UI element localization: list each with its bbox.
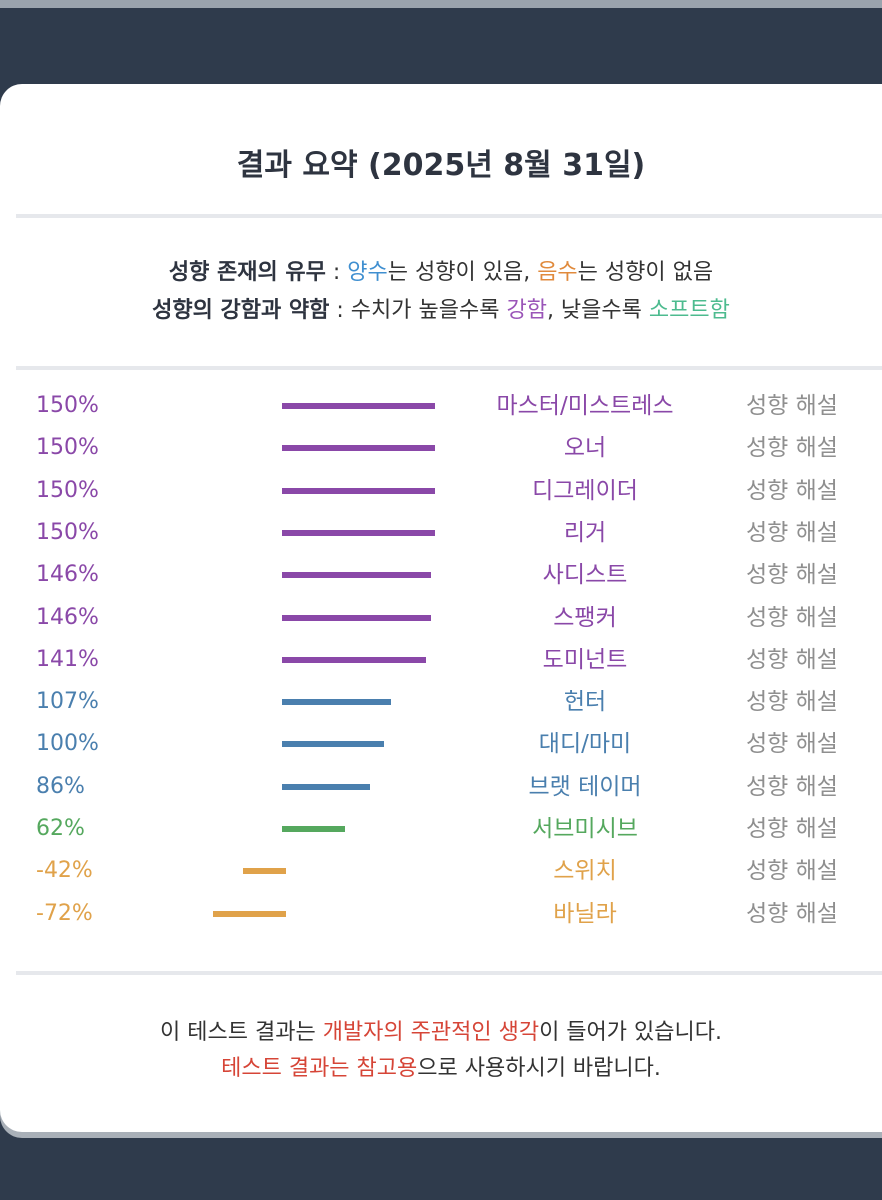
tendency-explanation-link[interactable]: 성향 해설 xyxy=(746,393,838,419)
chart-row: 62% 서브미시브 성향 해설 xyxy=(0,808,882,850)
percent-label: 150% xyxy=(36,435,99,461)
chart-row: 150% 오너 성향 해설 xyxy=(0,427,882,469)
notice-text: 이 들어가 있습니다. xyxy=(539,1020,722,1045)
percent-label: 86% xyxy=(36,773,85,799)
legend-existence-label: 성향 존재의 유무 xyxy=(168,260,326,285)
category-label: 오너 xyxy=(563,435,607,462)
value-bar xyxy=(282,445,435,452)
legend-positive-text: 는 성향이 있음, xyxy=(387,260,538,285)
tendency-explanation-link[interactable]: 성향 해설 xyxy=(746,435,838,462)
chart-row: 100% 대디/마미 성향 해설 xyxy=(0,723,882,765)
notice-line-1: 이 테스트 결과는 개발자의 주관적인 생각이 들어가 있습니다. xyxy=(0,1014,882,1046)
chart-row: -42% 스위치 성향 해설 xyxy=(0,850,882,892)
divider-middle xyxy=(16,366,882,370)
tendency-explanation-link[interactable]: 성향 해설 xyxy=(746,477,838,504)
value-bar xyxy=(212,910,286,917)
percent-label: 146% xyxy=(36,562,99,588)
percent-label: 100% xyxy=(36,731,99,757)
category-label: 헌터 xyxy=(563,689,607,716)
tendency-explanation-link[interactable]: 성향 해설 xyxy=(746,519,838,546)
tendency-explanation-link[interactable]: 성향 해설 xyxy=(746,604,838,631)
chart-row: 150% 리거 성향 해설 xyxy=(0,512,882,554)
category-label: 브랫 테이머 xyxy=(528,773,642,800)
legend-line-1: 성향 존재의 유무 : 양수는 성향이 있음, 음수는 성향이 없음 xyxy=(0,254,882,286)
category-label: 바닐라 xyxy=(553,900,617,927)
legend-sep: : xyxy=(325,260,348,285)
percent-label: 141% xyxy=(36,646,99,672)
percent-label: 150% xyxy=(36,519,99,545)
notice-text: 이 테스트 결과는 xyxy=(160,1020,323,1045)
tendency-explanation-link[interactable]: 성향 해설 xyxy=(746,900,838,927)
percent-label: -42% xyxy=(36,858,93,884)
percent-label: 107% xyxy=(36,689,99,715)
percent-label: -72% xyxy=(36,900,93,926)
notice-line-2: 테스트 결과는 참고용으로 사용하시기 바랍니다. xyxy=(0,1050,882,1082)
divider-bottom xyxy=(16,971,882,975)
chart-row: 146% 사디스트 성향 해설 xyxy=(0,554,882,596)
legend-soft-word: 소프트함 xyxy=(648,298,730,323)
value-bar xyxy=(282,699,392,706)
category-label: 서브미시브 xyxy=(532,816,638,842)
chart-row: 141% 도미넌트 성향 해설 xyxy=(0,639,882,681)
top-status-strip xyxy=(0,0,882,8)
chart-row: 150% 마스터/미스트레스 성향 해설 xyxy=(0,385,882,427)
value-bar xyxy=(282,826,346,832)
legend-line-2: 성향의 강함과 약함 : 수치가 높을수록 강함, 낮을수록 소프트함 xyxy=(0,292,882,324)
notice-text: 으로 사용하시기 바랍니다. xyxy=(417,1056,661,1081)
chart-row: 150% 디그레이더 성향 해설 xyxy=(0,470,882,512)
percent-label: 146% xyxy=(36,604,99,630)
value-bar xyxy=(282,487,435,494)
chart-row: 146% 스팽커 성향 해설 xyxy=(0,597,882,639)
tendency-explanation-link[interactable]: 성향 해설 xyxy=(746,646,838,673)
value-bar xyxy=(282,656,426,663)
legend-text-a: 수치가 높을수록 xyxy=(350,298,507,323)
category-label: 도미넌트 xyxy=(542,646,628,673)
category-label: 디그레이더 xyxy=(532,477,638,504)
value-bar xyxy=(282,783,370,790)
category-label: 스팽커 xyxy=(553,604,617,631)
tendency-explanation-link[interactable]: 성향 해설 xyxy=(746,562,838,589)
legend-strong-word: 강함 xyxy=(506,298,547,323)
legend-text-b: , 낮을수록 xyxy=(546,298,649,323)
chart-row: -72% 바닐라 성향 해설 xyxy=(0,893,882,935)
value-bar xyxy=(282,403,435,409)
legend-negative-text: 는 성향이 없음 xyxy=(577,260,714,285)
category-label: 스위치 xyxy=(553,858,617,885)
tendency-explanation-link[interactable]: 성향 해설 xyxy=(746,858,838,885)
category-label: 리거 xyxy=(563,519,607,546)
notice-highlight: 개발자의 주관적인 생각 xyxy=(322,1020,540,1045)
category-label: 마스터/미스트레스 xyxy=(496,393,674,419)
page-title: 결과 요약 (2025년 8월 31일) xyxy=(236,148,646,183)
percent-label: 150% xyxy=(36,393,99,418)
category-label: 대디/마미 xyxy=(538,731,632,758)
tendency-explanation-link[interactable]: 성향 해설 xyxy=(746,773,838,800)
legend-positive-word: 양수 xyxy=(347,260,388,285)
value-bar xyxy=(243,868,286,875)
result-card: 결과 요약 (2025년 8월 31일) 성향 존재의 유무 : 양수는 성향이… xyxy=(0,84,882,1132)
value-bar xyxy=(282,572,431,579)
legend-sep: : xyxy=(329,298,351,323)
chart-row: 86% 브랫 테이머 성향 해설 xyxy=(0,766,882,808)
percent-label: 150% xyxy=(36,477,99,503)
chart-row: 107% 헌터 성향 해설 xyxy=(0,681,882,723)
percent-label: 62% xyxy=(36,816,85,841)
legend-strength-label: 성향의 강함과 약함 xyxy=(152,298,330,323)
category-label: 사디스트 xyxy=(542,562,628,589)
divider-top xyxy=(16,214,882,218)
tendency-explanation-link[interactable]: 성향 해설 xyxy=(746,689,838,716)
legend-negative-word: 음수 xyxy=(537,260,578,285)
tendency-explanation-link[interactable]: 성향 해설 xyxy=(746,816,838,842)
value-bar xyxy=(282,741,384,748)
value-bar xyxy=(282,529,435,536)
tendency-explanation-link[interactable]: 성향 해설 xyxy=(746,731,838,758)
value-bar xyxy=(282,614,431,621)
notice-highlight: 테스트 결과는 참고용 xyxy=(221,1056,418,1081)
